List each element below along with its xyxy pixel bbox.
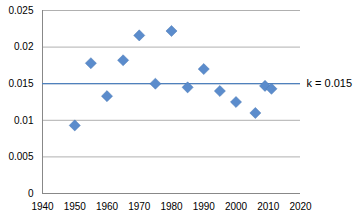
svg-text:1960: 1960 <box>96 201 119 212</box>
svg-text:1970: 1970 <box>128 201 151 212</box>
svg-text:0.015: 0.015 <box>8 78 33 89</box>
svg-text:k = 0.015: k = 0.015 <box>307 77 353 89</box>
svg-text:0.01: 0.01 <box>14 115 34 126</box>
svg-text:2010: 2010 <box>257 201 280 212</box>
svg-text:2000: 2000 <box>225 201 248 212</box>
svg-text:0.005: 0.005 <box>8 151 33 162</box>
svg-text:1980: 1980 <box>160 201 183 212</box>
svg-text:0.025: 0.025 <box>8 5 33 16</box>
svg-text:0.02: 0.02 <box>14 41 34 52</box>
svg-text:1940: 1940 <box>31 201 54 212</box>
svg-text:1950: 1950 <box>64 201 87 212</box>
svg-text:0: 0 <box>28 188 34 199</box>
svg-text:2020: 2020 <box>289 201 312 212</box>
svg-text:1990: 1990 <box>193 201 216 212</box>
